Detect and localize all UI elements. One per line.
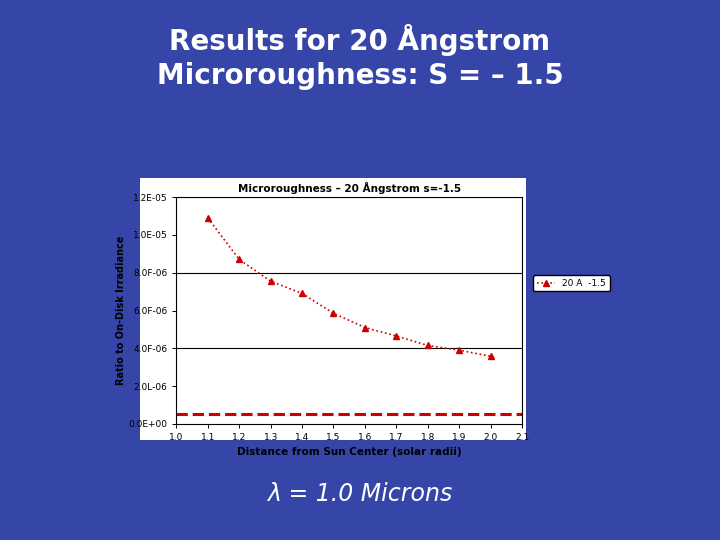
X-axis label: Distance from Sun Center (solar radii): Distance from Sun Center (solar radii)	[237, 448, 462, 457]
Legend: 20 A  -1.5: 20 A -1.5	[534, 275, 610, 292]
Y-axis label: Ratio to On-Disk Irradiance: Ratio to On-Disk Irradiance	[116, 236, 125, 385]
Text: Results for 20 Ångstrom
Microroughness: S = – 1.5: Results for 20 Ångstrom Microroughness: …	[157, 24, 563, 90]
Text: λ = 1.0 Microns: λ = 1.0 Microns	[267, 482, 453, 506]
Title: Microroughness – 20 Ångstrom s=-1.5: Microroughness – 20 Ångstrom s=-1.5	[238, 181, 461, 193]
